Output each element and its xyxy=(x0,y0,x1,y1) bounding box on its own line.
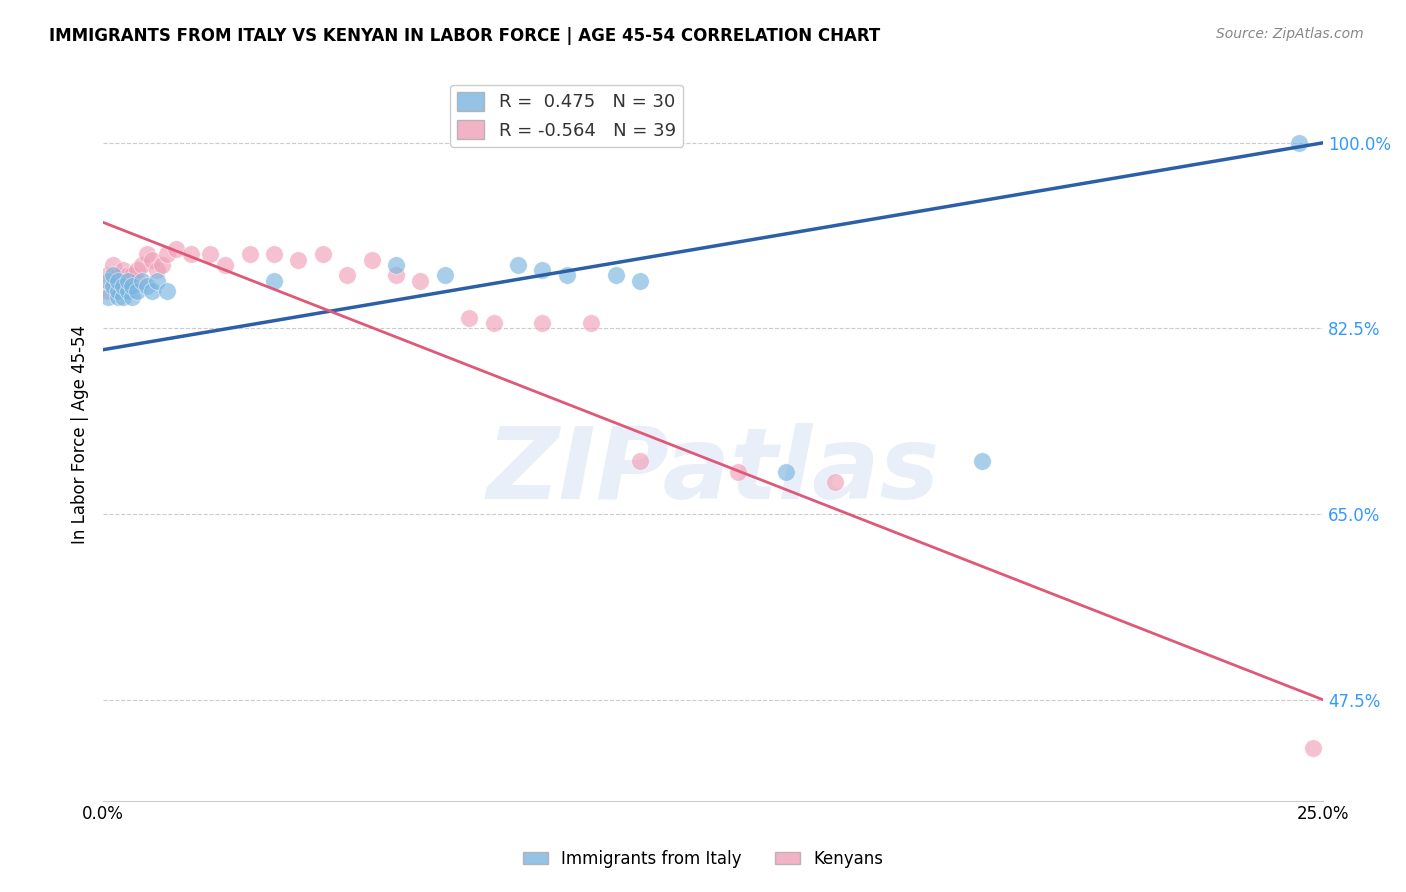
Point xyxy=(117,274,139,288)
Point xyxy=(506,258,529,272)
Point xyxy=(107,285,129,299)
Point xyxy=(97,268,120,283)
Point xyxy=(458,310,481,325)
Point xyxy=(155,247,177,261)
Text: ZIPatlas: ZIPatlas xyxy=(486,423,939,520)
Point xyxy=(146,263,169,277)
Point xyxy=(238,247,260,261)
Point xyxy=(579,316,602,330)
Point xyxy=(101,258,124,272)
Point xyxy=(628,454,651,468)
Point xyxy=(107,268,129,283)
Point xyxy=(155,285,177,299)
Point xyxy=(131,274,153,288)
Text: Source: ZipAtlas.com: Source: ZipAtlas.com xyxy=(1216,27,1364,41)
Point xyxy=(101,274,124,288)
Point xyxy=(107,274,129,288)
Point xyxy=(1302,740,1324,755)
Point xyxy=(127,285,149,299)
Point xyxy=(165,242,187,256)
Point xyxy=(107,285,129,299)
Point xyxy=(727,465,749,479)
Point xyxy=(136,279,159,293)
Point xyxy=(824,475,846,490)
Y-axis label: In Labor Force | Age 45-54: In Labor Force | Age 45-54 xyxy=(72,325,89,544)
Point xyxy=(531,316,554,330)
Point xyxy=(121,279,143,293)
Point xyxy=(555,268,578,283)
Point xyxy=(970,454,993,468)
Point xyxy=(107,290,129,304)
Point xyxy=(127,274,149,288)
Point xyxy=(150,258,173,272)
Point xyxy=(131,258,153,272)
Point xyxy=(146,274,169,288)
Point xyxy=(605,268,627,283)
Point xyxy=(1288,136,1310,150)
Point xyxy=(111,279,134,293)
Point xyxy=(531,263,554,277)
Point xyxy=(111,290,134,304)
Point xyxy=(312,247,335,261)
Point xyxy=(433,268,456,283)
Point xyxy=(141,252,163,267)
Point xyxy=(263,274,285,288)
Point xyxy=(180,247,202,261)
Point xyxy=(287,252,309,267)
Point xyxy=(409,274,432,288)
Point xyxy=(628,274,651,288)
Point xyxy=(97,274,120,288)
Point xyxy=(121,290,143,304)
Point xyxy=(117,268,139,283)
Legend: R =  0.475   N = 30, R = -0.564   N = 39: R = 0.475 N = 30, R = -0.564 N = 39 xyxy=(450,85,683,147)
Point xyxy=(97,290,120,304)
Point xyxy=(117,279,139,293)
Point xyxy=(360,252,382,267)
Point xyxy=(97,285,120,299)
Point xyxy=(482,316,505,330)
Point xyxy=(136,247,159,261)
Legend: Immigrants from Italy, Kenyans: Immigrants from Italy, Kenyans xyxy=(516,844,890,875)
Point xyxy=(117,285,139,299)
Point xyxy=(336,268,359,283)
Point xyxy=(214,258,236,272)
Point xyxy=(101,268,124,283)
Point xyxy=(385,258,408,272)
Point xyxy=(127,263,149,277)
Point xyxy=(141,285,163,299)
Text: IMMIGRANTS FROM ITALY VS KENYAN IN LABOR FORCE | AGE 45-54 CORRELATION CHART: IMMIGRANTS FROM ITALY VS KENYAN IN LABOR… xyxy=(49,27,880,45)
Point xyxy=(263,247,285,261)
Point xyxy=(200,247,222,261)
Point xyxy=(775,465,797,479)
Point xyxy=(101,279,124,293)
Point xyxy=(111,263,134,277)
Point xyxy=(385,268,408,283)
Point xyxy=(121,268,143,283)
Point xyxy=(111,274,134,288)
